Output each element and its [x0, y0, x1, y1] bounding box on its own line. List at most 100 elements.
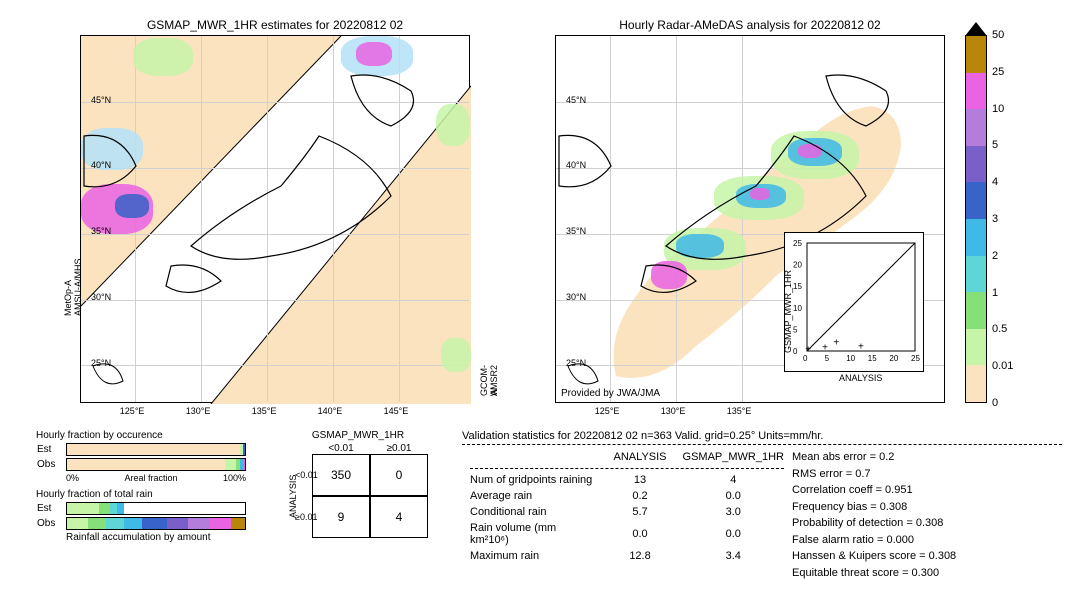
svg-text:0: 0 — [803, 354, 808, 363]
scatter-inset: 00551010151520202525++++ ANALYSIS GSMAP_… — [784, 232, 924, 372]
scatter-point: + — [833, 337, 839, 348]
frac-segment — [110, 503, 117, 514]
side-label-amsu: AMSU-A/MHS — [73, 258, 83, 316]
lat-tick: 45°N — [91, 95, 111, 105]
svg-text:0: 0 — [793, 347, 798, 356]
colorbar-tick: 5 — [992, 139, 998, 151]
frac-footer: Rainfall accumulation by amount — [66, 532, 246, 543]
stats-metric: Equitable threat score = 0.300 — [792, 565, 956, 582]
cont-col0: <0.01 — [312, 443, 370, 454]
lon-tick: 125°E — [120, 406, 145, 416]
lon-tick: 145°E — [384, 406, 409, 416]
colorbar-tick: 1 — [992, 287, 998, 299]
colorbar-segment — [966, 219, 986, 256]
svg-text:15: 15 — [793, 282, 802, 291]
stats-section: Validation statistics for 20220812 02 n=… — [462, 430, 1062, 581]
colorbar-tick: 0 — [992, 397, 998, 409]
lat-tick: 45°N — [566, 95, 586, 105]
frac-segment — [142, 518, 167, 529]
colorbar-tick: 25 — [992, 66, 1004, 78]
svg-text:5: 5 — [793, 325, 798, 334]
lat-tick: 40°N — [91, 160, 111, 170]
stats-right-list: Mean abs error = 0.2RMS error = 0.7Corre… — [792, 449, 956, 581]
frac-rain-est: Est — [66, 502, 246, 515]
stats-metric: Probability of detection = 0.308 — [792, 515, 956, 532]
cont-cell: 4 — [370, 496, 428, 538]
scatter-svg: 00551010151520202525++++ — [785, 233, 925, 373]
lat-tick: 35°N — [91, 226, 111, 236]
frac-rain-obs: Obs — [66, 517, 246, 530]
stats-metric: Mean abs error = 0.2 — [792, 449, 956, 466]
frac-segment — [106, 518, 124, 529]
lon-tick: 140°E — [318, 406, 343, 416]
scatter-point: + — [822, 343, 828, 354]
frac-segment — [67, 503, 99, 514]
svg-text:15: 15 — [868, 354, 877, 363]
lat-tick: 35°N — [566, 226, 586, 236]
colorbar-tick: 3 — [992, 213, 998, 225]
frac-segment — [67, 459, 225, 470]
frac-rain-title: Hourly fraction of total rain — [36, 489, 246, 500]
frac-segment — [167, 518, 188, 529]
svg-text:20: 20 — [889, 354, 898, 363]
colorbar-tick: 10 — [992, 103, 1004, 115]
scatter-point: + — [858, 342, 864, 353]
side-label-metop: MetOp-A — [63, 280, 73, 316]
rain-blob — [133, 38, 193, 76]
right-map-content: 25°N 30°N 35°N 40°N 45°N Provided by JWA… — [556, 36, 944, 402]
svg-text:10: 10 — [846, 354, 855, 363]
frac-segment — [67, 518, 88, 529]
cont-title: GSMAP_MWR_1HR — [288, 430, 428, 441]
right-map-panel: Hourly Radar-AMeDAS analysis for 2022081… — [555, 35, 945, 403]
svg-text:10: 10 — [793, 304, 802, 313]
right-map-title: Hourly Radar-AMeDAS analysis for 2022081… — [556, 18, 944, 32]
colorbar-tick: 4 — [992, 176, 998, 188]
svg-text:20: 20 — [793, 261, 802, 270]
bottom-section: Hourly fraction by occurence Est Obs 0% … — [36, 430, 1044, 600]
fraction-charts: Hourly fraction by occurence Est Obs 0% … — [36, 430, 246, 545]
left-map-content: 25°N 30°N 35°N 40°N 45°N — [81, 36, 469, 402]
stats-metric: Frequency bias = 0.308 — [792, 499, 956, 516]
colorbar-tick: 50 — [992, 29, 1004, 41]
left-map-title: GSMAP_MWR_1HR estimates for 20220812 02 — [81, 18, 469, 32]
stats-row: Rain volume (mm km²10⁶)0.00.0 — [462, 520, 792, 548]
scatter-ylabel: GSMAP_MWR_1HR — [783, 270, 793, 353]
stats-row: Maximum rain12.83.4 — [462, 548, 792, 564]
stats-row: Num of gridpoints raining134 — [462, 472, 792, 488]
rain-blob — [676, 234, 724, 258]
colorbar-segment — [966, 36, 986, 73]
lon-tick: 135°E — [727, 406, 752, 416]
stats-row: Average rain0.20.0 — [462, 488, 792, 504]
cont-cell: 350 — [312, 454, 370, 496]
svg-text:25: 25 — [911, 354, 920, 363]
svg-text:5: 5 — [825, 354, 830, 363]
rain-blob — [356, 42, 392, 66]
frac-segment — [117, 503, 124, 514]
rain-blob — [798, 144, 822, 158]
frac-occ-title: Hourly fraction by occurence — [36, 430, 246, 441]
colorbar-tick: 2 — [992, 250, 998, 262]
rain-blob — [115, 194, 149, 218]
stats-metric: Correlation coeff = 0.951 — [792, 482, 956, 499]
colorbar-segment — [966, 109, 986, 146]
lat-tick: 25°N — [91, 358, 111, 368]
colorbar-segment — [966, 73, 986, 110]
lat-tick: 40°N — [566, 160, 586, 170]
colorbar-segment — [966, 182, 986, 219]
scatter-xlabel: ANALYSIS — [839, 373, 882, 383]
lon-tick: 130°E — [661, 406, 686, 416]
frac-xaxis-center: Areal fraction — [124, 473, 177, 483]
frac-segment — [99, 503, 110, 514]
frac-segment — [67, 444, 240, 455]
colorbar-tick: 0.5 — [992, 323, 1007, 335]
frac-segment — [231, 518, 245, 529]
colorbar-segment — [966, 256, 986, 293]
lat-tick: 30°N — [91, 292, 111, 302]
rain-blob — [436, 104, 470, 146]
frac-occ-obs: Obs — [66, 458, 246, 471]
stats-metric: False alarm ratio = 0.000 — [792, 532, 956, 549]
provided-by-label: Provided by JWA/JMA — [561, 388, 660, 399]
cont-col1: ≥0.01 — [370, 443, 428, 454]
figure-root: GSMAP_MWR_1HR estimates for 20220812 02 — [0, 0, 1080, 612]
rain-blob — [750, 188, 770, 200]
